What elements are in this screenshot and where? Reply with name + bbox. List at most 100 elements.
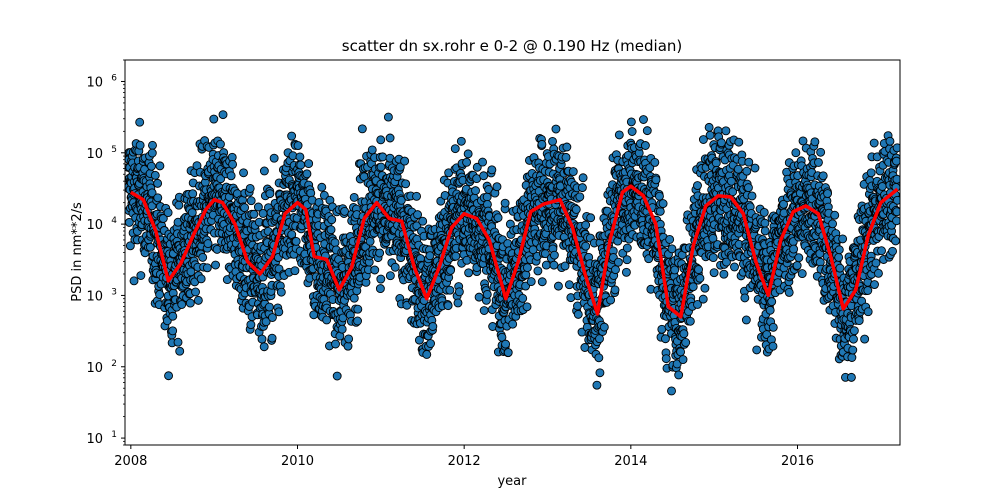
scatter-point xyxy=(791,148,801,158)
scatter-point xyxy=(414,335,424,345)
scatter-point xyxy=(814,157,823,167)
scatter-point xyxy=(621,267,631,277)
scatter-point xyxy=(752,345,762,355)
scatter-point xyxy=(885,136,895,146)
y-tick-label: 10 xyxy=(86,432,103,447)
scatter-point xyxy=(395,162,405,172)
scatter-point xyxy=(330,238,340,248)
scatter-point xyxy=(453,298,463,308)
scatter-point xyxy=(676,347,686,357)
scatter-point xyxy=(698,294,708,304)
scatter-point xyxy=(267,333,277,343)
scatter-point xyxy=(153,193,163,203)
scatter-point xyxy=(479,171,489,181)
scatter-point xyxy=(376,274,386,284)
scatter-point xyxy=(257,334,267,344)
scatter-point xyxy=(639,115,648,124)
scatter-point xyxy=(734,137,744,147)
scatter-point xyxy=(338,313,348,323)
scatter-point xyxy=(685,316,695,326)
scatter-point xyxy=(349,293,359,303)
scatter-point xyxy=(655,206,665,216)
scatter-point xyxy=(319,190,329,200)
scatter-point xyxy=(834,245,844,255)
scatter-point xyxy=(794,253,804,263)
scatter-point xyxy=(863,286,873,295)
scatter-point xyxy=(830,210,840,220)
scatter-point xyxy=(428,322,438,331)
scatter-point xyxy=(568,167,578,177)
scatter-point xyxy=(658,199,668,209)
scatter-point xyxy=(265,189,275,199)
scatter-point xyxy=(733,164,743,174)
scatter-point xyxy=(193,295,203,305)
scatter-point xyxy=(789,244,799,254)
scatter-point xyxy=(698,135,708,144)
scatter-point xyxy=(792,261,802,270)
y-tick-label: 10 xyxy=(86,289,103,304)
scatter-point xyxy=(370,265,380,275)
scatter-point xyxy=(549,250,559,260)
scatter-point xyxy=(175,346,185,356)
scatter-point xyxy=(412,191,421,201)
scatter-point xyxy=(158,214,168,223)
scatter-point xyxy=(816,147,826,157)
scatter-point xyxy=(215,139,225,149)
scatter-point xyxy=(209,114,219,124)
scatter-points xyxy=(125,110,900,396)
scatter-point xyxy=(337,324,347,334)
scatter-point xyxy=(492,182,502,192)
scatter-point xyxy=(269,153,279,163)
scatter-point xyxy=(704,122,714,132)
scatter-point xyxy=(501,339,511,349)
scatter-point xyxy=(533,266,543,276)
scatter-point xyxy=(146,161,156,171)
scatter-point xyxy=(721,126,731,136)
scatter-point xyxy=(592,380,602,390)
scatter-point xyxy=(261,317,271,327)
x-tick-label: 2010 xyxy=(281,454,314,469)
scatter-point xyxy=(614,130,624,140)
scatter-point xyxy=(267,313,277,322)
scatter-point xyxy=(846,372,856,382)
scatter-point xyxy=(693,300,702,309)
scatter-point xyxy=(264,302,274,312)
scatter-point xyxy=(760,218,770,228)
scatter-point xyxy=(327,215,337,225)
scatter-point xyxy=(860,334,870,344)
scatter-point xyxy=(847,353,857,362)
scatter-point xyxy=(148,140,157,150)
scatter-point xyxy=(705,130,715,140)
scatter-point xyxy=(186,267,196,277)
y-tick-exponent: 2 xyxy=(111,359,117,369)
scatter-point xyxy=(413,210,423,220)
scatter-point xyxy=(740,293,750,303)
scatter-point xyxy=(573,309,583,319)
scatter-point xyxy=(622,255,632,265)
scatter-point xyxy=(456,136,466,146)
scatter-point xyxy=(135,117,145,127)
scatter-point xyxy=(357,124,367,134)
scatter-point xyxy=(765,305,775,315)
scatter-point xyxy=(863,307,873,317)
scatter-point xyxy=(560,261,570,271)
x-axis-label: year xyxy=(497,474,527,489)
scatter-point xyxy=(226,171,236,181)
scatter-point xyxy=(688,282,698,292)
scatter-point xyxy=(586,213,596,223)
scatter-point xyxy=(145,242,155,252)
scatter-point xyxy=(290,266,300,276)
scatter-point xyxy=(549,260,559,270)
scatter-point xyxy=(203,239,213,249)
scatter-point xyxy=(367,145,377,155)
scatter-point xyxy=(174,200,184,210)
y-tick-label: 10 xyxy=(86,361,103,376)
scatter-point xyxy=(681,338,691,347)
scatter-point xyxy=(211,260,220,270)
scatter-point xyxy=(136,271,146,280)
scatter-point xyxy=(508,319,518,329)
scatter-point xyxy=(674,370,684,380)
scatter-point xyxy=(784,287,794,297)
scatter-point xyxy=(760,226,770,236)
scatter-point xyxy=(849,334,858,344)
